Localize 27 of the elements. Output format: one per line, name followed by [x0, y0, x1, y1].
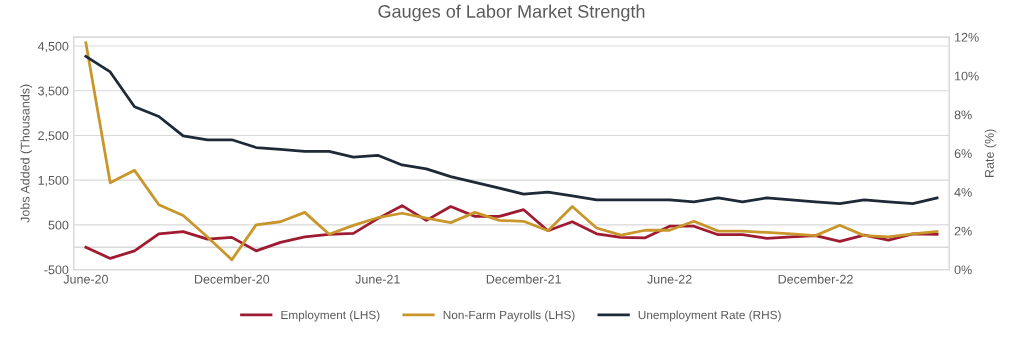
x-tick-label: June-22: [647, 274, 692, 284]
line-series: [84, 41, 939, 262]
y-tick-label: 2,500: [38, 131, 69, 142]
x-tick-label: December-20: [194, 274, 270, 284]
y2-tick-label: 4%: [954, 187, 972, 197]
legend-label: Employment (LHS): [281, 310, 380, 322]
legend-label: Non-Farm Payrolls (LHS): [443, 310, 575, 322]
y2-tick-label: 10%: [955, 71, 979, 81]
y2-axis-title: Rate (%): [984, 129, 997, 177]
x-tick-label: December-22: [778, 274, 853, 284]
x-tick-label: June-21: [355, 274, 400, 284]
x-tick-label: December-21: [486, 274, 561, 284]
line-series: [84, 55, 939, 206]
y2-tick-label: 8%: [954, 110, 972, 120]
y2-tick-label: 2%: [954, 226, 972, 236]
chart-title: Gauges of Labor Market Strength: [378, 4, 645, 22]
y2-tick-label: 0%: [954, 265, 972, 275]
y-tick-label: 3,500: [38, 86, 69, 97]
y2-tick-label: 12%: [955, 32, 979, 42]
y-tick-label: -500: [44, 265, 69, 275]
y-tick-label: 500: [48, 220, 69, 230]
y-tick-label: 1,500: [38, 175, 69, 187]
legend-label: Unemployment Rate (RHS): [638, 310, 781, 322]
y-axis-title: Jobs Added (Thousands): [20, 84, 33, 223]
y-tick-label: 4,500: [37, 41, 69, 53]
y2-tick-label: 6%: [954, 149, 972, 158]
x-tick-label: June-20: [63, 274, 108, 284]
